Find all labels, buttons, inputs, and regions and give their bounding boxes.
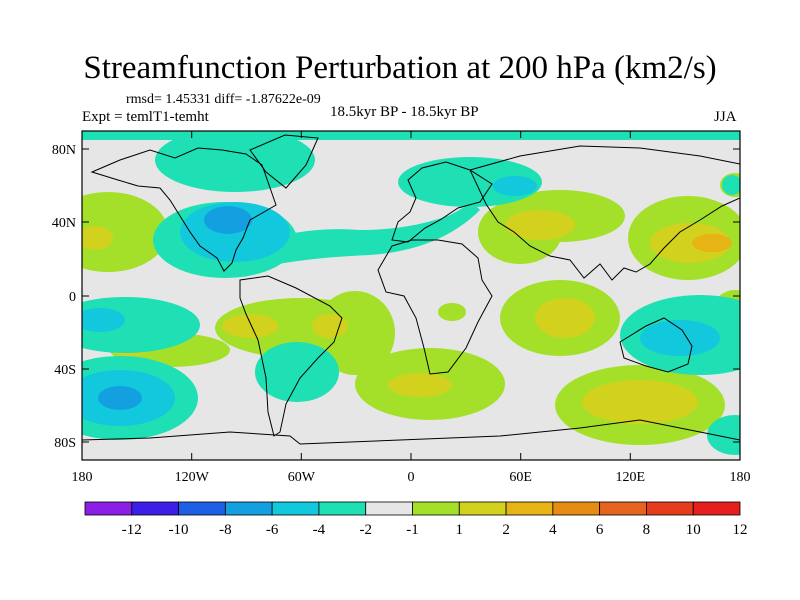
- lat-tick-label-eq: 0: [69, 290, 76, 305]
- lat-tick-label-40n: 40N: [52, 216, 76, 231]
- colorbar-swatch: [692, 501, 741, 516]
- colorbar-swatch: [599, 501, 647, 516]
- colorbar: -12 -10 -8 -6 -4 -2 -1 1 2 4 6 8 10 12: [84, 501, 748, 538]
- colorbar-swatch: [131, 501, 179, 516]
- longitude-axis: 180 120W 60W 0 60E 120E 180: [72, 131, 751, 485]
- colorbar-label: 10: [686, 522, 701, 538]
- colorbar-label: 12: [733, 522, 748, 538]
- season-label: JJA: [714, 109, 737, 125]
- lon-tick-label-60w: 60W: [288, 470, 316, 485]
- plot-title: Streamfunction Perturbation at 200 hPa (…: [83, 50, 717, 86]
- lon-tick-label-180w: 180: [72, 470, 93, 485]
- period-label: 18.5kyr BP - 18.5kyr BP: [330, 104, 479, 120]
- colorbar-label: -2: [359, 522, 372, 538]
- greenland-coast: [249, 134, 319, 189]
- colorbar-swatch: [318, 501, 367, 516]
- lat-tick-label-80s: 80S: [54, 436, 76, 451]
- colorbar-swatch: [271, 501, 320, 516]
- experiment-label: Expt = temlT1-temht: [82, 109, 209, 125]
- positive-2-4-regions: [82, 210, 730, 424]
- colorbar-swatch: [646, 501, 694, 516]
- colorbar-label: -10: [169, 522, 189, 538]
- asia-coast: [469, 145, 740, 281]
- colorbar-label: -4: [313, 522, 326, 538]
- colorbar-label: 4: [549, 522, 557, 538]
- colorbar-swatch: [552, 501, 601, 516]
- australia-coast: [619, 317, 693, 373]
- contour-fill: [82, 131, 740, 460]
- colorbar-swatch: [412, 501, 460, 516]
- lon-tick-label-120e: 120E: [616, 470, 646, 485]
- colorbar-swatch: [458, 501, 507, 516]
- south-america-coast: [239, 275, 343, 437]
- colorbar-swatch: [505, 501, 554, 516]
- rmsd-diff-label: rmsd= 1.45331 diff= -1.87622e-09: [126, 92, 321, 107]
- antarctica-coast: [82, 419, 740, 445]
- lon-tick-label-0: 0: [408, 470, 415, 485]
- colorbar-label: 6: [596, 522, 604, 538]
- colorbar-label: 2: [502, 522, 510, 538]
- colorbar-swatch: [178, 501, 226, 516]
- colorbar-label: -1: [406, 522, 419, 538]
- colorbar-swatch: [84, 501, 133, 516]
- positive-4-6-region: [692, 234, 732, 252]
- colorbar-label: -12: [122, 522, 142, 538]
- colorbar-label: 8: [643, 522, 651, 538]
- lat-tick-label-80n: 80N: [52, 143, 76, 158]
- colorbar-swatch: [224, 501, 273, 516]
- africa-coast: [377, 239, 493, 375]
- lat-tick-label-40s: 40S: [54, 363, 76, 378]
- coastlines: [82, 134, 740, 445]
- colorbar-swatch: [365, 501, 413, 516]
- lon-tick-label-180e: 180: [730, 470, 751, 485]
- lon-tick-label-120w: 120W: [175, 470, 210, 485]
- latitude-axis: 80N 40N 0 40S 80S: [52, 143, 740, 451]
- lon-tick-label-60e: 60E: [509, 470, 532, 485]
- colorbar-label: 1: [456, 522, 464, 538]
- negative-4-6-regions: [98, 206, 252, 410]
- colorbar-label: -6: [266, 522, 279, 538]
- north-america-coast: [90, 147, 277, 272]
- colorbar-label: -8: [219, 522, 232, 538]
